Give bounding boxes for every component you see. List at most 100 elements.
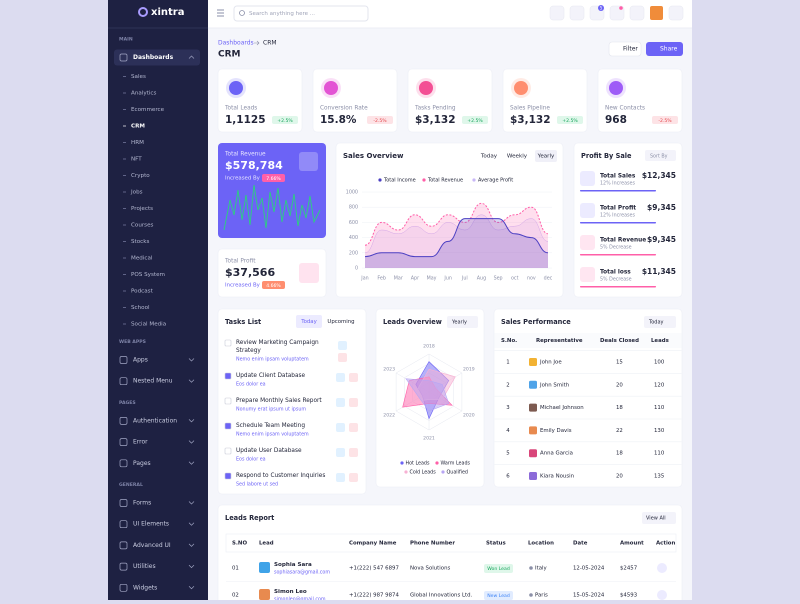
view-button[interactable] bbox=[657, 563, 667, 573]
nav-subitem[interactable]: Analytics bbox=[131, 91, 156, 97]
y-tick-label: 0 bbox=[355, 266, 358, 272]
edit-button[interactable] bbox=[336, 373, 345, 382]
button-label[interactable]: Sort By bbox=[650, 153, 668, 159]
nav-subitem[interactable]: NFT bbox=[131, 157, 142, 163]
nav-icon bbox=[119, 377, 128, 386]
nav-subitem[interactable]: Courses bbox=[131, 223, 154, 229]
search-box[interactable] bbox=[233, 5, 369, 22]
delete-button[interactable] bbox=[349, 398, 358, 407]
task-title-wrap: Review Marketing Campaign Strategy bbox=[236, 340, 319, 354]
chevron bbox=[188, 564, 195, 569]
nav-item[interactable]: UI Elements bbox=[133, 521, 169, 528]
search-icon bbox=[239, 10, 245, 16]
button-label[interactable]: Today bbox=[648, 320, 664, 326]
x-tick-label: Jul bbox=[461, 276, 468, 282]
nav-icon bbox=[119, 562, 128, 571]
checkbox[interactable] bbox=[224, 472, 232, 480]
checkbox[interactable] bbox=[224, 447, 232, 455]
nav-subitem[interactable]: POS System bbox=[131, 272, 165, 278]
item-note: 12% Increases bbox=[600, 213, 635, 219]
task-title-wrap: Update Client Database bbox=[236, 373, 305, 379]
edit-button[interactable] bbox=[338, 341, 347, 350]
nav-item[interactable]: Dashboards bbox=[133, 54, 174, 61]
share-button[interactable] bbox=[646, 42, 683, 56]
logo-icon bbox=[138, 7, 148, 17]
nav-item[interactable]: Utilities bbox=[133, 563, 156, 570]
delete-button[interactable] bbox=[338, 353, 347, 362]
card-note: Increased By bbox=[225, 283, 261, 289]
button-label[interactable]: Yearly bbox=[451, 320, 467, 326]
avatar[interactable] bbox=[650, 6, 663, 20]
nav-item[interactable]: Authentication bbox=[133, 417, 177, 424]
checkbox[interactable] bbox=[224, 397, 232, 405]
nav-item[interactable]: Pages bbox=[133, 460, 151, 467]
nav-item[interactable]: Apps bbox=[133, 357, 148, 364]
line bbox=[364, 202, 549, 246]
nav-subitem[interactable]: Crypto bbox=[131, 173, 150, 179]
panel-title: Sales Overview bbox=[343, 152, 404, 160]
delete-button[interactable] bbox=[349, 448, 358, 457]
checkbox[interactable] bbox=[224, 339, 232, 347]
edit-button[interactable] bbox=[336, 398, 345, 407]
filter-button[interactable] bbox=[644, 316, 676, 328]
status-badge bbox=[484, 591, 513, 600]
status-text: New Lead bbox=[487, 593, 510, 599]
menu-toggle[interactable] bbox=[217, 9, 224, 17]
nav-subitem[interactable]: CRM bbox=[131, 124, 145, 130]
delete-button[interactable] bbox=[349, 373, 358, 382]
nav-subitem[interactable]: Jobs bbox=[130, 190, 143, 196]
edit-button[interactable] bbox=[336, 423, 345, 432]
tab[interactable]: Today bbox=[300, 319, 317, 325]
nav-item[interactable]: Advanced UI bbox=[133, 542, 171, 549]
legend-label: Warm Leads bbox=[441, 461, 471, 467]
nav-subitem[interactable]: HRM bbox=[131, 140, 144, 146]
chevron bbox=[188, 522, 195, 526]
tab[interactable]: Weekly bbox=[507, 154, 528, 160]
checkbox[interactable] bbox=[224, 422, 232, 430]
nav-subitem[interactable]: Projects bbox=[131, 206, 153, 212]
card-badge bbox=[262, 174, 285, 182]
delete-button[interactable] bbox=[349, 473, 358, 482]
view-button[interactable] bbox=[657, 590, 667, 600]
sort-button[interactable] bbox=[645, 150, 676, 161]
button-label[interactable]: Filter bbox=[623, 46, 638, 53]
edit-button[interactable] bbox=[336, 448, 345, 457]
header-icons[interactable] bbox=[549, 5, 684, 21]
edit-button[interactable] bbox=[336, 473, 345, 482]
legend-label: Total Revenue bbox=[427, 178, 463, 184]
table-header bbox=[225, 533, 677, 553]
nav-item[interactable]: Widgets bbox=[133, 584, 157, 591]
nav-item[interactable]: Forms bbox=[133, 500, 151, 507]
panel bbox=[573, 142, 683, 298]
view-all-button[interactable] bbox=[642, 512, 676, 524]
task-title-wrap: Prepare Monthly Sales Report bbox=[236, 398, 322, 404]
stat-badge bbox=[367, 116, 393, 124]
tab[interactable]: Today bbox=[480, 154, 498, 160]
nav-subitem[interactable]: Stocks bbox=[131, 239, 149, 245]
nav-subitem[interactable]: Medical bbox=[131, 256, 153, 262]
button-label[interactable]: Share bbox=[660, 46, 678, 53]
progress-bar bbox=[580, 222, 656, 224]
nav-subitem[interactable]: School bbox=[131, 305, 150, 311]
checkbox[interactable] bbox=[224, 372, 232, 380]
nav-subitem[interactable]: Social Media bbox=[131, 322, 166, 328]
search-placeholder: Search anything here ... bbox=[249, 11, 315, 17]
filter-button[interactable] bbox=[447, 316, 478, 328]
nav-item[interactable]: Error bbox=[133, 439, 148, 446]
column-header: S.No. bbox=[501, 338, 517, 344]
section-title: PAGES bbox=[119, 400, 136, 406]
nav-subitem[interactable]: Ecommerce bbox=[131, 107, 165, 113]
nav-item[interactable]: Nested Menu bbox=[133, 378, 173, 385]
breadcrumb-link[interactable]: Dashboards bbox=[218, 40, 254, 47]
delete-button[interactable] bbox=[349, 423, 358, 432]
nav-active-bg bbox=[114, 49, 200, 66]
lead-email: simonleo@gmail.com bbox=[274, 597, 326, 601]
tab[interactable]: Yearly bbox=[537, 154, 555, 160]
nav-subitem[interactable]: Sales bbox=[131, 74, 146, 80]
button-label[interactable]: View All bbox=[646, 516, 666, 522]
tab[interactable]: Upcoming bbox=[327, 319, 354, 325]
avatar bbox=[259, 589, 270, 600]
filter-button[interactable] bbox=[608, 41, 642, 57]
sidebar bbox=[108, 0, 208, 600]
nav-subitem[interactable]: Podcast bbox=[131, 289, 154, 295]
